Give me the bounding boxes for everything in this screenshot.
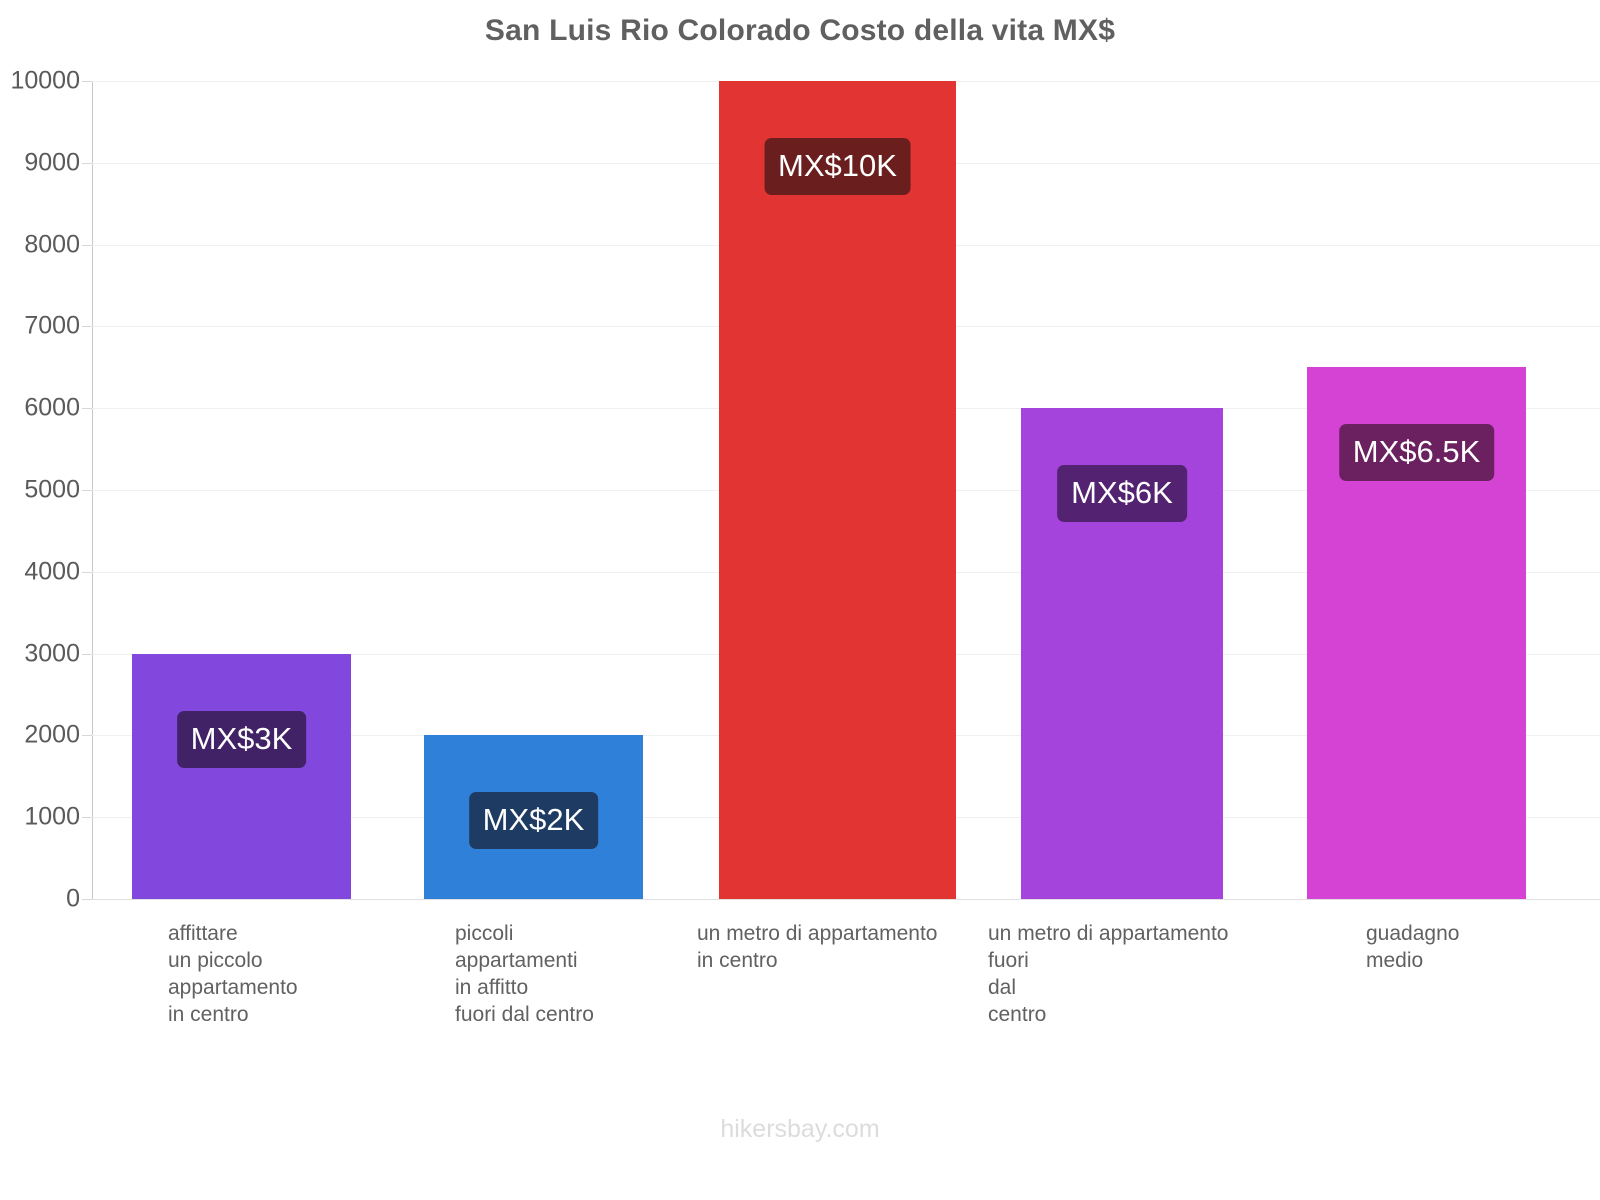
y-axis-tick-mark: [82, 162, 92, 164]
bar[interactable]: MX$6K: [1021, 408, 1223, 899]
y-axis-tick-mark: [82, 735, 92, 737]
y-axis-tick-mark: [82, 571, 92, 573]
y-axis-tick-label: 4000: [24, 557, 80, 586]
bar-value-label: MX$2K: [468, 792, 599, 850]
y-axis-tick-mark: [82, 408, 92, 410]
gridline: [92, 899, 1600, 900]
y-axis-tick-label: 5000: [24, 475, 80, 504]
x-axis-category-label: piccoli appartamenti in affitto fuori da…: [455, 922, 594, 1026]
y-axis-tick-mark: [82, 817, 92, 819]
x-axis-category-label: un metro di appartamento fuori dal centr…: [988, 922, 1229, 1026]
plot-area: MX$3K MX$2K MX$10K MX$6K MX$6.5K: [92, 81, 1600, 900]
bar[interactable]: MX$3K: [132, 653, 351, 899]
bar-value-label: MX$6.5K: [1338, 424, 1495, 482]
y-axis-tick-mark: [82, 81, 92, 82]
x-axis-category-label: affittare un piccolo appartamento in cen…: [168, 922, 298, 1026]
bar-value-label: MX$10K: [764, 138, 911, 195]
y-axis-tick-label: 8000: [24, 230, 80, 259]
y-axis-tick-mark: [82, 899, 92, 900]
footer-watermark: hikersbay.com: [720, 1115, 880, 1143]
bar[interactable]: MX$2K: [424, 735, 643, 899]
bar[interactable]: MX$6.5K: [1307, 367, 1526, 899]
y-axis-tick-label: 9000: [24, 148, 80, 177]
bar[interactable]: MX$10K: [719, 81, 956, 899]
y-axis-tick-label: 2000: [24, 720, 80, 749]
bar-value-label: MX$3K: [176, 710, 307, 768]
bar-value-label: MX$6K: [1057, 465, 1187, 523]
y-axis-tick-mark: [82, 326, 92, 328]
y-axis-tick-label: 3000: [24, 639, 80, 668]
y-axis-tick-label: 7000: [24, 311, 80, 340]
y-axis-tick-label: 1000: [24, 802, 80, 831]
y-axis-tick-label: 6000: [24, 393, 80, 422]
y-axis-tick-mark: [82, 490, 92, 491]
y-axis-tick-label: 0: [66, 884, 80, 913]
x-axis-category-label: un metro di appartamento in centro: [697, 922, 938, 972]
y-axis-tick-label: 10000: [10, 66, 80, 95]
y-axis-tick-mark: [82, 244, 92, 246]
y-axis-tick-mark: [82, 653, 92, 655]
x-axis-category-label: guadagno medio: [1366, 922, 1460, 972]
page-title: San Luis Rio Colorado Costo della vita M…: [484, 14, 1116, 47]
